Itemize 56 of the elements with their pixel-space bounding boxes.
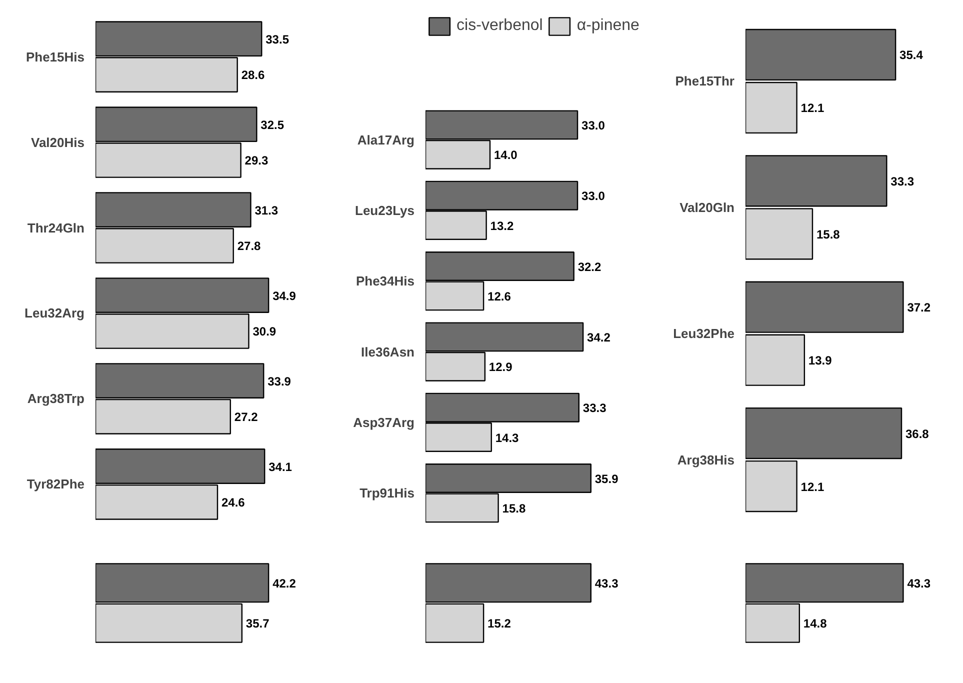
data-label: 32.5 — [260, 118, 284, 132]
y-tick-label: Phe15His — [26, 49, 85, 64]
legend-label: α-pinene — [576, 17, 640, 35]
data-label: 15.2 — [488, 616, 512, 631]
data-label: 33.3 — [890, 174, 914, 188]
y-tick-label: Phe34His — [356, 274, 415, 289]
data-label: 34.1 — [268, 460, 292, 474]
data-label: 42.2 — [272, 576, 296, 590]
y-tick-label: Tyr82Phe — [26, 476, 85, 492]
data-label: 14.3 — [495, 430, 520, 445]
y-tick-label: Asp37Arg — [353, 414, 415, 430]
data-label: 33.5 — [266, 32, 290, 46]
y-tick-label: Leu23Lys — [355, 202, 415, 218]
data-label: 36.8 — [905, 426, 930, 441]
data-label: 12.1 — [800, 101, 824, 116]
data-label: 12.9 — [488, 360, 513, 374]
y-tick-label: Arg38His — [677, 452, 734, 468]
y-tick-label: Leu32Phe — [673, 326, 735, 342]
data-label: 13.2 — [490, 218, 514, 233]
data-label: 27.8 — [237, 239, 262, 254]
data-label: 33.0 — [582, 189, 606, 204]
data-label: 35.9 — [594, 472, 619, 486]
data-label: 28.6 — [241, 68, 266, 82]
data-label: 35.7 — [246, 616, 270, 631]
legend-label: cis-verbenol — [456, 17, 543, 35]
data-label: 15.8 — [502, 501, 526, 516]
data-label: 34.2 — [587, 330, 611, 344]
data-label: 43.3 — [594, 576, 619, 590]
data-label: 14.0 — [494, 148, 518, 162]
data-label: 31.3 — [254, 203, 278, 218]
y-tick-label: Thr24Gln — [27, 220, 85, 236]
data-label: 30.9 — [252, 324, 276, 339]
data-label: 33.9 — [268, 374, 292, 388]
data-label: 37.2 — [907, 300, 931, 315]
data-label: 15.8 — [816, 227, 840, 242]
y-tick-label: Ile36Asn — [361, 344, 415, 360]
y-tick-label: Ala17Arg — [357, 132, 415, 148]
data-label: 14.8 — [803, 616, 828, 631]
y-tick-label: Leu32Arg — [24, 306, 85, 321]
data-label: 34.9 — [272, 288, 296, 303]
data-label: 33.3 — [582, 401, 607, 416]
data-label: 12.1 — [800, 480, 824, 494]
data-label: 35.4 — [900, 48, 924, 62]
data-label: 13.9 — [808, 354, 832, 368]
y-tick-label: Val20His — [31, 134, 85, 150]
data-label: 43.3 — [907, 576, 931, 590]
y-tick-label: Phe15Thr — [675, 74, 735, 89]
data-label: 27.2 — [234, 410, 258, 424]
data-label: 24.6 — [221, 496, 246, 510]
data-label: 29.3 — [244, 154, 268, 168]
data-label: 32.2 — [578, 260, 602, 274]
y-tick-label: Trp91His — [360, 486, 415, 501]
y-tick-label: Val20Gln — [680, 200, 735, 215]
data-label: 12.6 — [488, 289, 512, 304]
y-tick-label: Arg38Trp — [27, 391, 85, 406]
data-label: 33.0 — [582, 118, 606, 132]
